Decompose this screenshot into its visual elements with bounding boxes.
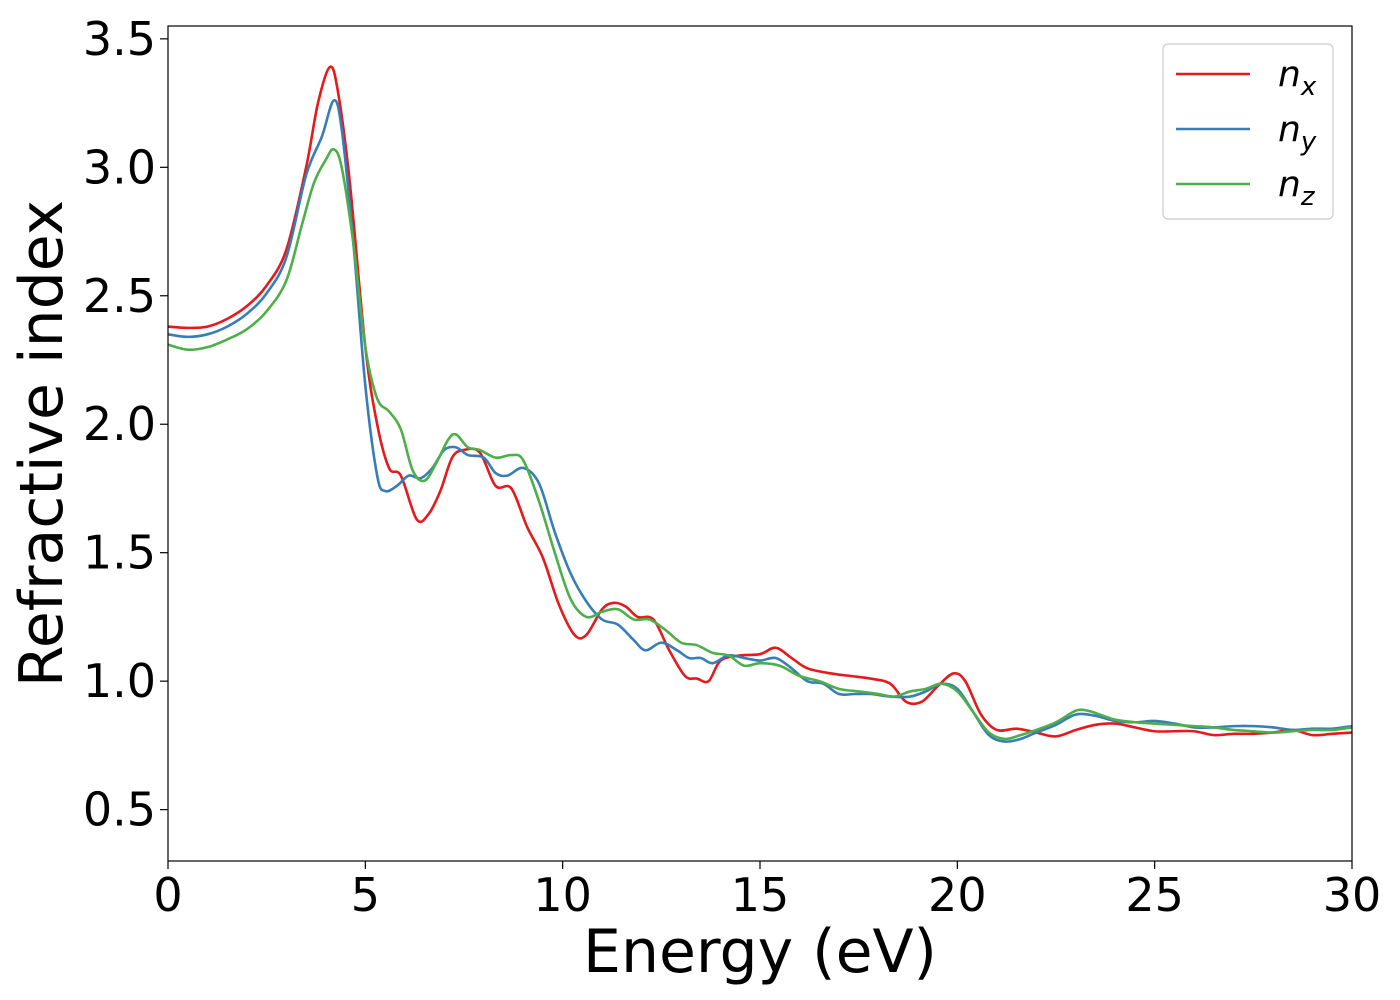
legend-label: nz [1278, 164, 1316, 212]
legend-item-n-z: nz [1176, 164, 1316, 212]
y-tick-label: 1.0 [83, 654, 156, 708]
y-axis-ticks: 0.5 1.0 1.5 2.0 2.5 3.0 3.5 [83, 12, 168, 837]
series-line-n-z [168, 147, 1352, 741]
series-line-n-y [168, 99, 1352, 743]
series-layer [168, 65, 1352, 743]
y-tick-label: 3.5 [83, 12, 156, 66]
x-tick-label: 30 [1323, 868, 1382, 922]
y-tick-label: 3.0 [83, 140, 156, 194]
x-tick-label: 25 [1125, 868, 1184, 922]
y-tick-label: 2.5 [83, 269, 156, 323]
y-axis-label: Refractive index [7, 200, 77, 687]
x-tick-label: 10 [533, 868, 592, 922]
y-tick-label: 1.5 [83, 526, 156, 580]
series-line-n-x [168, 65, 1352, 738]
x-axis-label: Energy (eV) [583, 917, 937, 987]
y-tick-label: 0.5 [83, 783, 156, 837]
x-tick-label: 5 [351, 868, 380, 922]
x-tick-label: 15 [731, 868, 790, 922]
y-tick-label: 2.0 [83, 397, 156, 451]
legend-box [1162, 43, 1334, 220]
x-axis-ticks: 0 5 10 15 20 25 30 [153, 861, 1381, 922]
x-tick-label: 0 [153, 868, 182, 922]
x-tick-label: 20 [928, 868, 987, 922]
